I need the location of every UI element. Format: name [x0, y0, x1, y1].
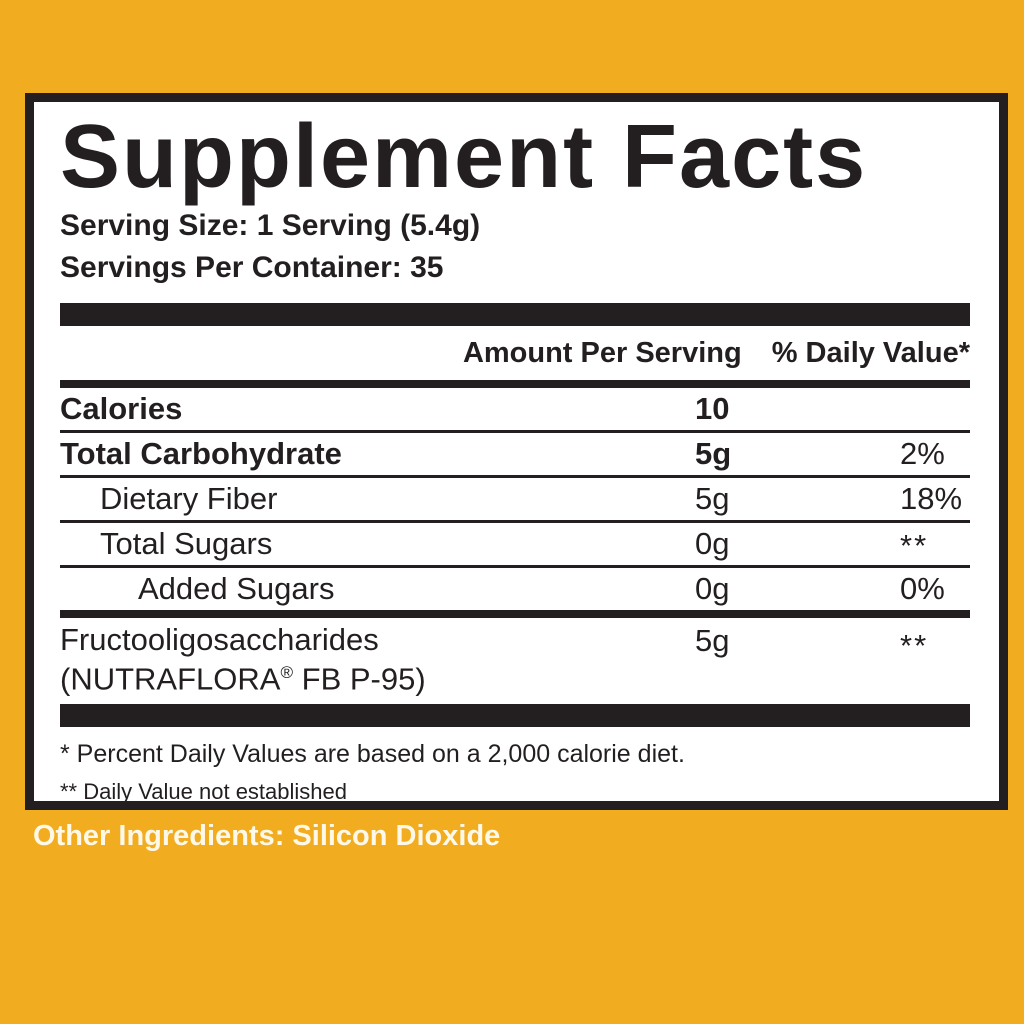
row-label: Added Sugars [138, 571, 335, 606]
other-ingredients-line: Other Ingredients: Silicon Dioxide [33, 820, 501, 852]
column-header-amount: Amount Per Serving [462, 337, 742, 369]
row-daily-value: 2% [900, 436, 945, 471]
table-row-dietary-fiber: Dietary Fiber 5g 18% [60, 478, 970, 523]
row-daily-value: ** [900, 528, 929, 563]
divider-thick-top [60, 303, 970, 326]
ingredient-name: Fructooligosaccharides [60, 622, 379, 657]
row-daily-value: 0% [900, 571, 945, 606]
divider-thick-bottom [60, 704, 970, 728]
brand-name-suffix: FB P-95) [293, 661, 426, 697]
table-row-fructooligosaccharides: Fructooligosaccharides (NUTRAFLORA® FB P… [60, 618, 970, 704]
row-label: Calories [60, 391, 183, 426]
table-row-calories: Calories 10 [60, 388, 970, 433]
footnote-daily-values: * Percent Daily Values are based on a 2,… [60, 740, 685, 769]
row-daily-value: 18% [900, 481, 963, 516]
serving-size-line: Serving Size: 1 Serving (5.4g) [60, 209, 481, 242]
brand-name-prefix: (NUTRAFLORA [60, 661, 281, 697]
row-amount: 0g [695, 526, 730, 561]
row-amount: 10 [695, 391, 730, 426]
table-header-row: Amount Per Serving % Daily Value* [60, 326, 970, 380]
panel-title: Supplement Facts [60, 107, 868, 207]
row-label: Total Sugars [100, 526, 273, 561]
table-row-total-sugars: Total Sugars 0g ** [60, 523, 970, 568]
row-amount: 0g [695, 571, 730, 606]
table-row-added-sugars: Added Sugars 0g 0% [60, 568, 970, 610]
row-daily-value: ** [900, 628, 929, 663]
supplement-facts-panel: Supplement Facts Serving Size: 1 Serving… [25, 93, 1008, 810]
column-header-daily-value: % Daily Value* [771, 337, 970, 369]
row-label: Dietary Fiber [100, 481, 278, 516]
row-amount: 5g [695, 623, 730, 658]
row-label: Fructooligosaccharides (NUTRAFLORA® FB P… [60, 623, 695, 695]
row-amount: 5g [695, 481, 730, 516]
divider-medium-sugars [60, 610, 970, 618]
table-row-total-carbohydrate: Total Carbohydrate 5g 2% [60, 433, 970, 478]
row-label: Total Carbohydrate [60, 436, 342, 471]
footnote-not-established: ** Daily Value not established [60, 779, 347, 805]
divider-medium-header [60, 380, 970, 388]
servings-per-container-line: Servings Per Container: 35 [60, 251, 444, 284]
registered-trademark-symbol: ® [280, 663, 294, 682]
row-amount: 5g [695, 436, 732, 471]
